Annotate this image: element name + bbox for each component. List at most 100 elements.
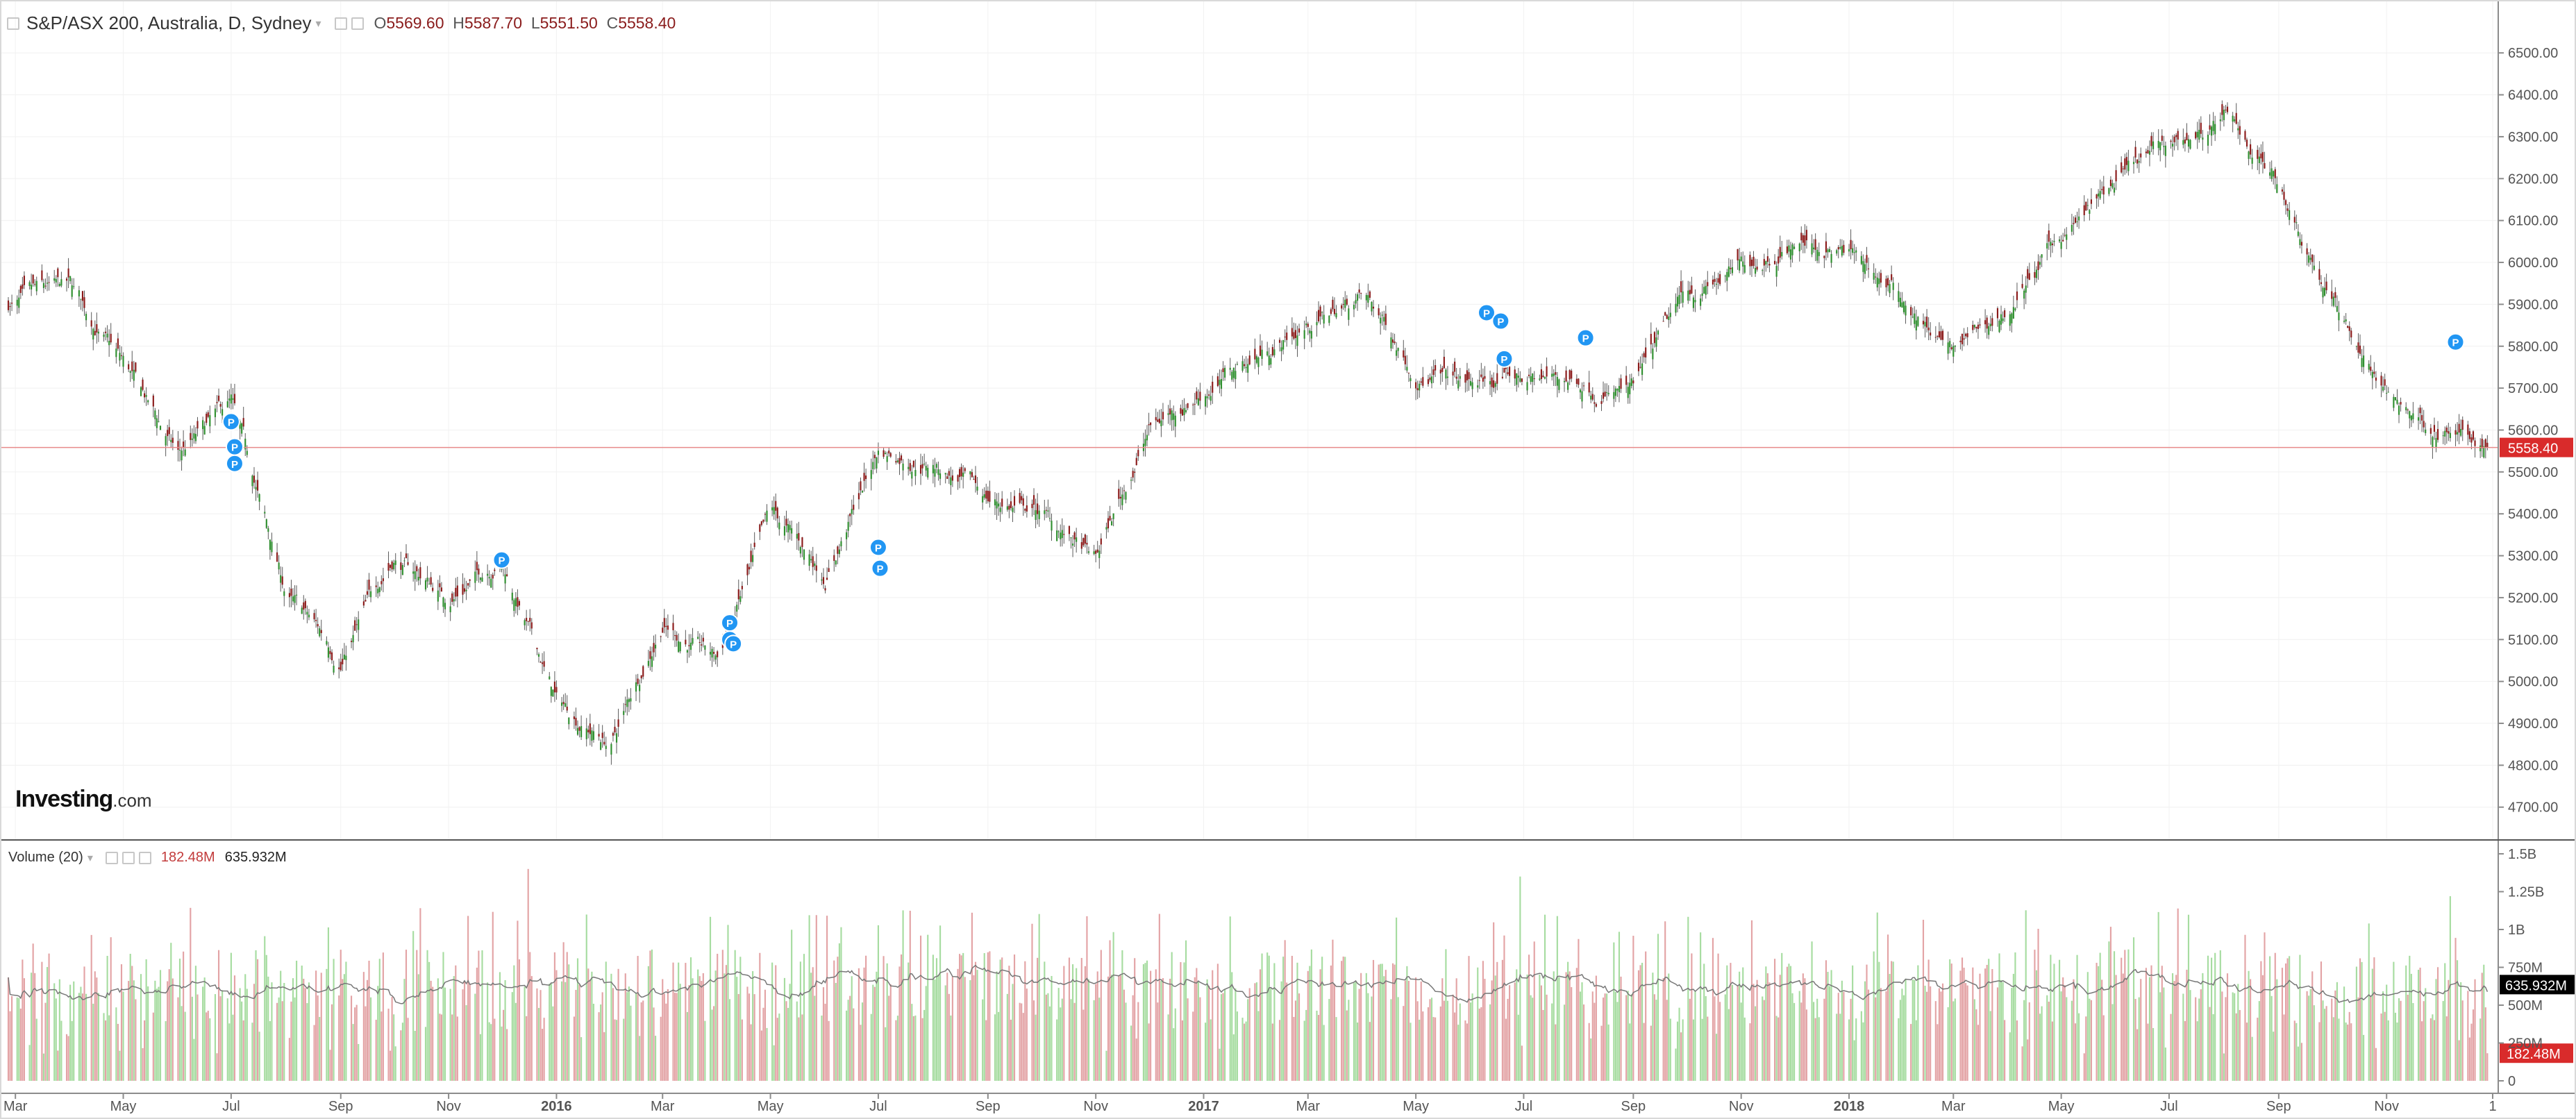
volume-bar [467, 916, 469, 1081]
volume-bars [7, 868, 2489, 1081]
volume-bar [217, 950, 220, 1081]
candle-body [1282, 339, 1285, 350]
candle-body [2113, 187, 2116, 193]
candle-body [2350, 330, 2352, 338]
volume-bar [1068, 957, 1071, 1081]
candle-body [1977, 324, 1980, 329]
candle-body [863, 473, 865, 481]
volume-bar [1618, 932, 1621, 1081]
volume-bar [647, 966, 649, 1081]
volume-bar [561, 981, 563, 1081]
volume-bar [1880, 988, 1882, 1081]
event-marker [221, 412, 240, 431]
volume-bar [41, 961, 43, 1081]
candle-body [773, 507, 775, 515]
candle-body [623, 711, 625, 715]
volume-bar [281, 1001, 283, 1081]
volume-bar [292, 978, 294, 1081]
candle-body [1241, 361, 1244, 371]
candle-body [1579, 389, 1582, 393]
volume-bar [2239, 1010, 2241, 1081]
volume-bar [2053, 964, 2055, 1081]
candle-body [1765, 261, 1767, 265]
chevron-down-icon[interactable]: ▾ [315, 17, 321, 30]
hide-icon[interactable] [351, 17, 365, 30]
volume-bar [704, 1020, 706, 1081]
candle-body [2348, 326, 2350, 331]
volume-bar [1381, 964, 1383, 1081]
candle-body [1084, 535, 1086, 544]
candle-body [2207, 135, 2209, 146]
close-icon[interactable] [138, 851, 151, 864]
settings-icon[interactable] [105, 851, 118, 864]
volume-bar [172, 978, 174, 1081]
candle-body [640, 675, 642, 679]
volume-bar [1714, 996, 1716, 1081]
candle-body [2325, 281, 2327, 291]
volume-bar [1998, 953, 2000, 1081]
candle-body [685, 639, 687, 645]
candle-body [2125, 157, 2127, 165]
volume-bar [1086, 916, 1088, 1081]
volume-bar [721, 950, 724, 1081]
candle-body [308, 614, 310, 618]
candle-body [2412, 413, 2414, 419]
volume-bar [2371, 968, 2373, 1081]
volume-bar [2456, 960, 2459, 1081]
candle-body [909, 463, 911, 471]
collapse-icon[interactable] [7, 17, 19, 30]
volume-bar [1443, 1000, 1445, 1081]
time-tick-label: May [110, 1099, 137, 1114]
volume-bar [1678, 1007, 1680, 1081]
candle-body [1521, 378, 1523, 382]
volume-bar [1750, 920, 1753, 1081]
candle-body [1369, 291, 1371, 298]
candle-body [44, 285, 47, 287]
volume-bar [908, 962, 910, 1081]
volume-bar [401, 1023, 403, 1081]
candle-body [2308, 255, 2310, 263]
volume-bar [1372, 959, 1375, 1081]
price-tick-label: 4900.00 [2508, 716, 2558, 732]
volume-bar [873, 986, 876, 1081]
volume-bar [2363, 1034, 2365, 1081]
candle-body [1022, 498, 1024, 506]
candle-body [1482, 377, 1484, 382]
volume-bar [828, 1020, 830, 1081]
volume-bar [1468, 956, 1470, 1081]
instrument-title[interactable]: S&P/ASX 200, Australia, D, Sydney [26, 12, 312, 33]
candle-body [1843, 244, 1845, 253]
volume-bar [131, 966, 133, 1081]
volume-bar [591, 971, 593, 1081]
candle-body [674, 634, 676, 637]
volume-bar [2325, 1006, 2327, 1081]
volume-bar [685, 963, 687, 1081]
candle-body [828, 568, 830, 572]
volume-bar [504, 980, 506, 1081]
settings-icon[interactable] [335, 17, 348, 30]
candle-body [524, 620, 526, 625]
volume-bar [1901, 988, 1903, 1081]
candle-body [746, 564, 748, 575]
volume-bar [1319, 969, 1321, 1081]
volume-title[interactable]: Volume (20) [8, 850, 83, 865]
candle-body [771, 507, 773, 511]
candle-body [1342, 303, 1344, 305]
volume-bar [1445, 949, 1447, 1081]
volume-bar [1937, 1024, 1939, 1081]
volume-bar [1031, 923, 1033, 1081]
volume-bar [568, 964, 570, 1081]
candle-body [1406, 367, 1408, 371]
candle-body [1664, 312, 1666, 316]
hide-icon[interactable] [122, 851, 135, 864]
candle-body [1687, 290, 1689, 301]
candle-body [1768, 264, 1771, 266]
chevron-down-icon[interactable]: ▾ [87, 852, 93, 864]
candle-body [1675, 303, 1677, 313]
volume-bar [1309, 966, 1311, 1081]
volume-bar [2269, 956, 2271, 1081]
volume-bar [1743, 1017, 1746, 1081]
candle-body [785, 519, 787, 526]
candle-body [513, 600, 515, 611]
candle-body [847, 521, 849, 531]
